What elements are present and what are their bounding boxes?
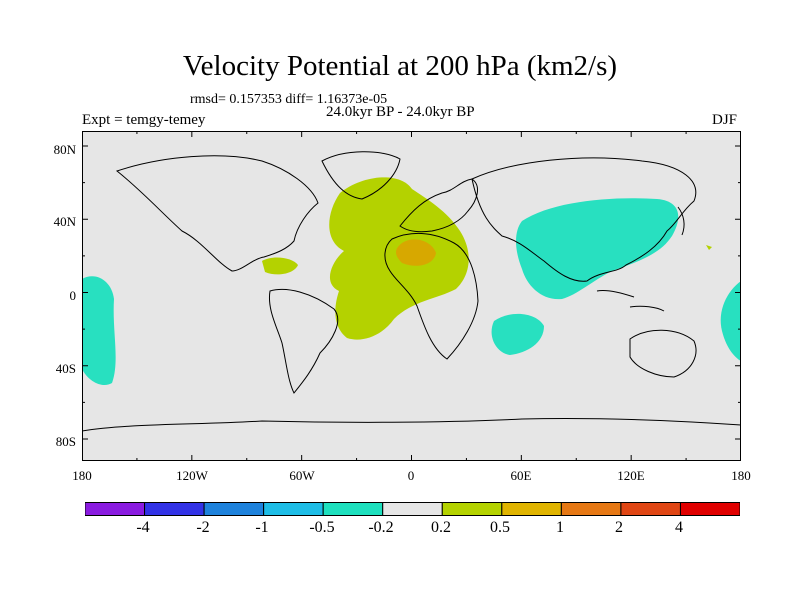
colorbar-label: 0.5 [490,519,510,536]
axis-ticks [82,131,741,461]
colorbar-box [144,502,205,516]
colorbar-label: 2 [615,519,623,536]
colorbar-box [382,502,443,516]
coastlines [82,151,741,432]
colorbar-label: -1 [255,519,269,536]
lon-label-0: 0 [407,468,415,483]
coastline-europe [399,178,479,233]
lon-label-60w: 60W [289,468,315,483]
colorbar [85,502,740,516]
colorbar-box [679,502,740,516]
colorbar-box [322,502,384,516]
colorbar-box [560,502,622,516]
colorbar-label: -0.5 [309,519,335,536]
period-line: 24.0kyr BP - 24.0kyr BP [326,104,475,120]
map-title: Velocity Potential at 200 hPa (km2/s) [182,50,618,82]
lon-label-120w: 120W [176,468,208,483]
colorbar-label: -2 [196,519,210,536]
season-label: DJF [712,112,738,128]
colorbar-label: 0.2 [431,519,451,536]
colorbar-label: -0.2 [368,519,394,536]
lat-label-80s: 80S [55,434,76,449]
coastline-japan [677,206,685,236]
lon-label-180e: 180 [731,468,751,483]
lat-label-40s: 40S [55,361,76,376]
positive-region-core [396,239,436,266]
colorbar-box [441,502,503,516]
colorbar-box [501,502,562,516]
colorbar-box [263,502,324,516]
colorbar-label: 1 [556,519,564,536]
colorbar-box [620,502,681,516]
anomaly-shading [82,177,741,386]
coastline-south-america [268,288,339,394]
negative-region-asia [516,198,679,300]
coastline-indonesia [596,290,665,312]
colorbar-label: -4 [136,519,150,536]
lat-label-40n: 40N [53,214,76,229]
velocity-potential-map [82,131,741,461]
coastline-africa [384,232,479,360]
colorbar-box [203,502,265,516]
negative-region-east-pacific [82,276,116,386]
lon-label-60e: 60E [510,468,532,483]
coastline-north-america [115,155,319,272]
lat-label-80n: 80N [53,142,76,157]
coastline-australia [629,329,697,378]
lat-label-equator: 0 [69,288,77,303]
positive-region-caribbean [262,257,298,275]
positive-region-west-pacific-dot [706,245,712,250]
colorbar-label: 4 [675,519,683,536]
negative-region-indian-ocean [491,313,544,355]
lon-label-180w: 180 [72,468,92,483]
colorbar-box [85,502,146,516]
stats-line: rmsd= 0.157353 diff= 1.16373e-05 [190,92,388,107]
coastline-greenland [321,151,401,200]
coastline-antarctica [82,417,741,432]
experiment-label: Expt = temgy-temey [82,112,206,128]
negative-region-dateline [720,281,741,361]
coastline-asia [471,157,697,282]
lon-label-120e: 120E [617,468,645,483]
